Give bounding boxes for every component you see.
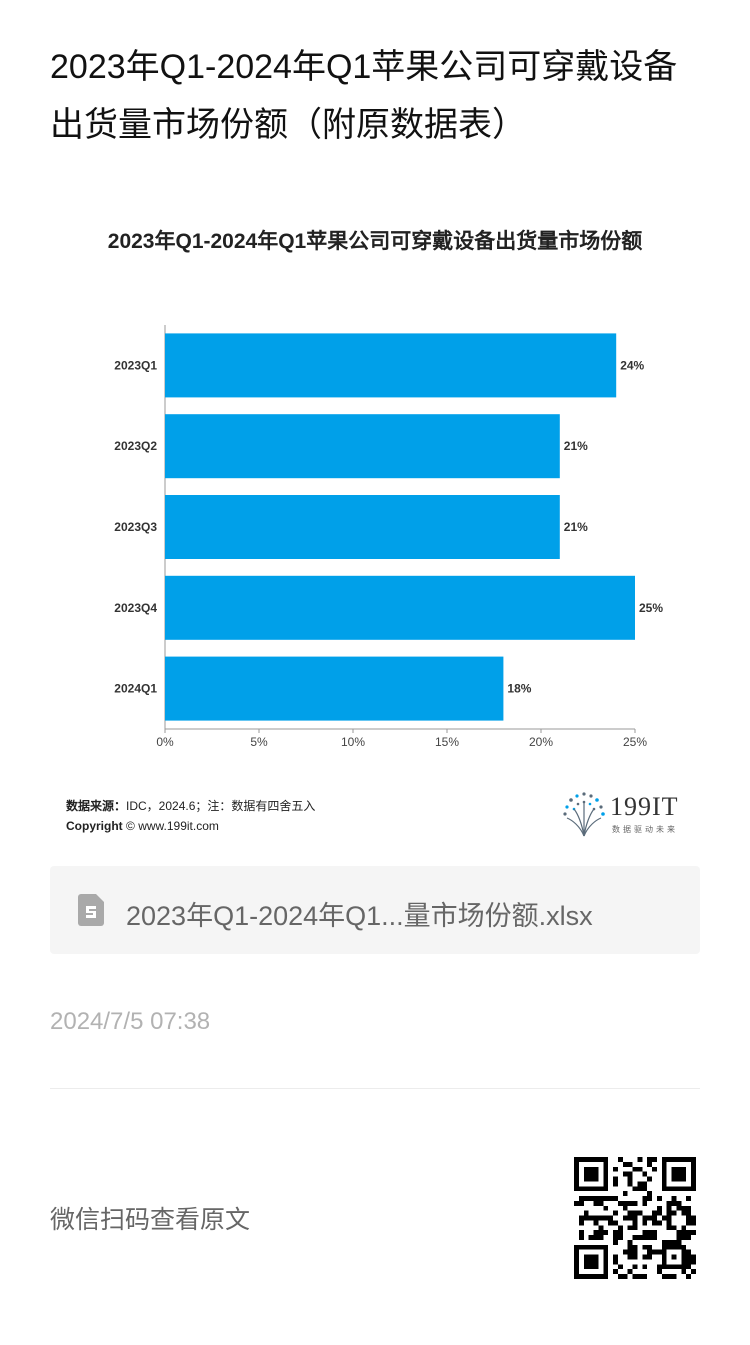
qr-code-icon[interactable] bbox=[574, 1157, 696, 1279]
x-tick-label: 5% bbox=[250, 735, 268, 749]
x-tick-label: 20% bbox=[529, 735, 553, 749]
data-label: 21% bbox=[564, 520, 588, 534]
bar-2023Q4 bbox=[165, 575, 635, 640]
category-label: 2023Q4 bbox=[114, 601, 157, 615]
spreadsheet-file-icon bbox=[78, 894, 104, 926]
x-tick-label: 15% bbox=[435, 735, 459, 749]
logo-dots-icon bbox=[563, 792, 605, 837]
attachment-file-name[interactable]: 2023年Q1-2024年Q1...量市场份额.xlsx bbox=[126, 901, 593, 931]
publish-time: 2024/7/5 07:38 bbox=[50, 1008, 211, 1035]
source-text: IDC，2024.6；注：数据有四舍五入 bbox=[126, 799, 316, 813]
x-tick-label: 25% bbox=[623, 735, 647, 749]
199it-logo: 199IT 数据驱动未来 bbox=[560, 790, 690, 840]
x-tick-label: 10% bbox=[341, 735, 365, 749]
chart-source: 数据来源：IDC，2024.6；注：数据有四舍五入 bbox=[66, 797, 315, 814]
logo-text: 199IT bbox=[610, 792, 679, 821]
chart-title: 2023年Q1-2024年Q1苹果公司可穿戴设备出货量市场份额 bbox=[107, 230, 643, 253]
data-label: 25% bbox=[639, 601, 663, 615]
copyright-label: Copyright bbox=[66, 819, 123, 833]
logo-tagline: 数据驱动未来 bbox=[612, 825, 678, 834]
attachment-card[interactable]: 2023年Q1-2024年Q1...量市场份额.xlsx bbox=[50, 866, 700, 954]
bar-2023Q1 bbox=[165, 333, 617, 398]
x-tick-label: 0% bbox=[156, 735, 174, 749]
data-label: 21% bbox=[564, 439, 588, 453]
category-label: 2023Q2 bbox=[114, 439, 157, 453]
divider bbox=[50, 1088, 700, 1089]
chart-copyright: Copyright © www.199it.com bbox=[66, 819, 219, 833]
category-label: 2024Q1 bbox=[114, 682, 157, 696]
scan-qr-text: 微信扫码查看原文 bbox=[50, 1206, 251, 1234]
data-label: 18% bbox=[507, 682, 531, 696]
chart-image: 2023年Q1-2024年Q1苹果公司可穿戴设备出货量市场份额 2023Q1 24… bbox=[50, 205, 700, 850]
article-title: 2023年Q1-2024年Q1苹果公司可穿戴设备出货量市场份额（附原数据表） bbox=[50, 48, 678, 144]
copyright-text: © www.199it.com bbox=[126, 819, 219, 833]
bar-2024Q1 bbox=[165, 656, 504, 721]
category-label: 2023Q1 bbox=[114, 358, 157, 372]
data-label: 24% bbox=[620, 358, 644, 372]
source-label: 数据来源： bbox=[66, 799, 127, 813]
category-label: 2023Q3 bbox=[114, 520, 157, 534]
bar-2023Q3 bbox=[165, 495, 560, 559]
bar-2023Q2 bbox=[165, 414, 560, 479]
bar-chart: 2023Q1 24% 2023Q2 21% 2023Q3 21% 2023Q4 25% 2024… bbox=[114, 325, 663, 749]
